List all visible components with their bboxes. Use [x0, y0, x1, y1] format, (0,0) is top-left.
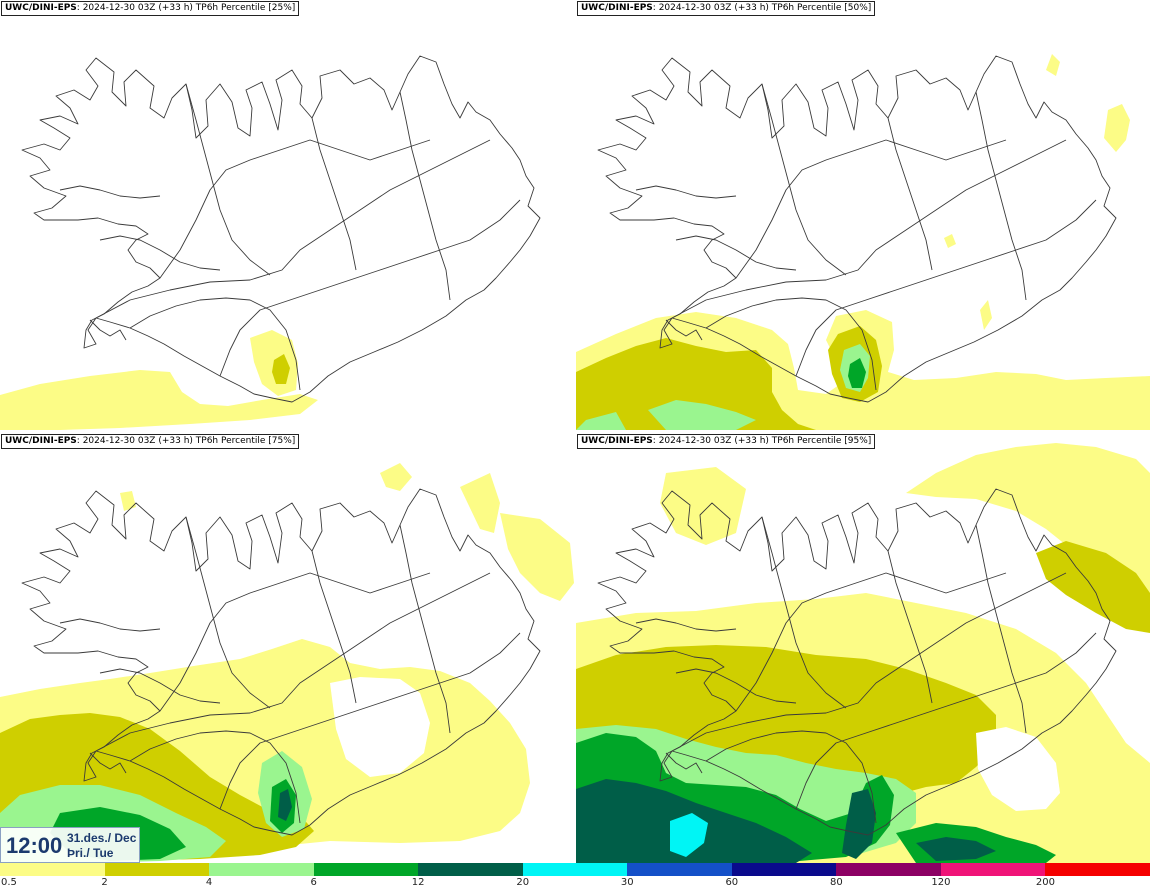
legend-tick-label: 80 [829, 877, 843, 888]
legend-swatch [940, 863, 1046, 876]
map-panel-p25: UWC/DINI-EPS: 2024-12-30 03Z (+33 h) TP6… [0, 0, 574, 430]
panel-title: UWC/DINI-EPS: 2024-12-30 03Z (+33 h) TP6… [577, 1, 876, 16]
valid-time-box: 12:00 31.des./ Dec Þri./ Tue [0, 827, 140, 863]
legend-tick-label: 6 [310, 877, 317, 888]
legend-swatch [0, 863, 105, 876]
iceland-map [576, 54, 1150, 430]
valid-date-line2: Þri./ Tue [67, 846, 114, 860]
legend-swatch [627, 863, 732, 876]
legend-swatch [209, 863, 314, 876]
legend-swatch [522, 863, 628, 876]
legend-tick-label: 12 [411, 877, 425, 888]
legend-tick-label: 2 [101, 877, 108, 888]
iceland-map [0, 463, 574, 863]
model-name: UWC/DINI-EPS [5, 3, 77, 13]
panel-title: UWC/DINI-EPS: 2024-12-30 03Z (+33 h) TP6… [577, 434, 876, 449]
model-name: UWC/DINI-EPS [5, 436, 77, 446]
panel-title: UWC/DINI-EPS: 2024-12-30 03Z (+33 h) TP6… [1, 1, 300, 16]
legend-swatch [104, 863, 210, 876]
map-panel-p75: UWC/DINI-EPS: 2024-12-30 03Z (+33 h) TP6… [0, 433, 574, 863]
panel-info: : 2024-12-30 03Z (+33 h) TP6h Percentile… [76, 436, 296, 446]
panel-title: UWC/DINI-EPS: 2024-12-30 03Z (+33 h) TP6… [1, 434, 300, 449]
legend-swatch [731, 863, 837, 876]
legend-tick-label: 30 [620, 877, 634, 888]
map-panel-p50: UWC/DINI-EPS: 2024-12-30 03Z (+33 h) TP6… [576, 0, 1150, 430]
legend-swatch [1045, 863, 1150, 876]
valid-time-clock: 12:00 [6, 833, 63, 858]
model-name: UWC/DINI-EPS [581, 3, 653, 13]
panel-separator [574, 0, 576, 863]
legend-tick-label: 200 [1035, 877, 1055, 888]
legend-tick-label: 60 [725, 877, 739, 888]
valid-date-line1: 31.des./ Dec [67, 831, 137, 845]
panel-info: : 2024-12-30 03Z (+33 h) TP6h Percentile… [76, 3, 296, 13]
legend-color-bar [0, 863, 1150, 876]
model-name: UWC/DINI-EPS [581, 436, 653, 446]
legend-swatch [836, 863, 941, 876]
legend-swatch [313, 863, 419, 876]
iceland-map [0, 55, 541, 430]
panel-info: : 2024-12-30 03Z (+33 h) TP6h Percentile… [652, 3, 872, 13]
legend-tick-label: 4 [205, 877, 213, 888]
legend-swatch [418, 863, 523, 876]
iceland-map [576, 443, 1150, 863]
panel-info: : 2024-12-30 03Z (+33 h) TP6h Percentile… [652, 436, 872, 446]
map-panel-p95: UWC/DINI-EPS: 2024-12-30 03Z (+33 h) TP6… [576, 433, 1150, 863]
legend-tick-label: 120 [931, 877, 951, 888]
legend-tick-label: 20 [516, 877, 530, 888]
legend-tick-label: 0.5 [1, 877, 17, 888]
precip-legend: 0.5 2 4 6 12 20 30 60 80 120 200 [0, 863, 1150, 891]
